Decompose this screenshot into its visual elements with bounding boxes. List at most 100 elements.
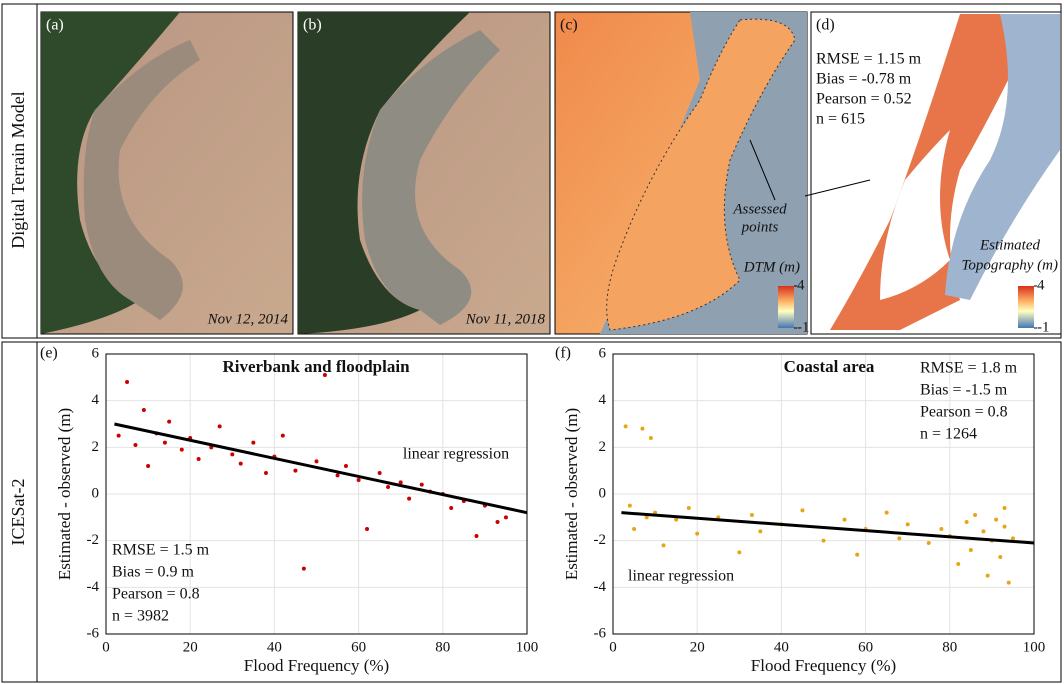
row-label: ICESat-2 [8,479,28,546]
point [994,517,999,522]
date: Nov 11, 2018 [465,311,546,327]
point [821,538,826,543]
leader [804,179,871,197]
point [644,515,649,520]
point [956,562,961,566]
panel-label: (f) [555,345,571,362]
point [365,527,370,531]
x-tick-label: 60 [351,639,366,655]
point [939,527,944,531]
colorbar-tick-label: -1 [1037,319,1050,335]
point [842,517,847,522]
stat: Bias = 0.9 m [112,564,194,581]
regression-line [114,422,528,515]
colorbar [1018,286,1034,328]
point [293,468,298,473]
x-tick-label: 20 [690,639,705,655]
point [855,552,860,557]
colorbar-title: Estimated [979,237,1040,253]
colorbar-title: DTM (m) [743,259,800,275]
point [623,424,628,429]
y-tick-label: 4 [599,392,607,408]
x-tick-label: 80 [435,639,450,655]
panel-c: (c) Assessed points DTM (m) [554,11,808,335]
chart-title: Coastal area [784,357,875,376]
point [116,433,121,438]
point [926,541,931,545]
x-tick-label: 40 [774,639,789,655]
frame [1,341,1062,683]
y-tick-label: 4 [92,392,100,408]
x-tick-label: 0 [609,639,617,655]
y-tick-label: 2 [599,439,607,455]
annotation: Assessed [732,201,787,217]
point [737,550,742,555]
colorbar-tick-label: -1 [797,319,810,335]
point [343,464,348,468]
point [141,408,146,412]
y-tick-label: -6 [87,625,100,641]
stat: RMSE = 1.15 m [816,51,922,68]
y-tick-label: -6 [594,625,607,641]
point [322,373,327,377]
stat: Pearson = 0.52 [816,91,912,108]
point [1002,506,1007,510]
point [749,513,754,517]
y-tick-label: 2 [92,439,100,455]
gap [880,130,950,300]
point [419,482,424,487]
x-axis-label: Flood Frequency (%) [751,656,896,675]
x-tick-label: 100 [516,639,539,655]
point [407,496,412,501]
point [133,443,138,447]
point [968,548,973,552]
x-axis-label: Flood Frequency (%) [244,656,389,675]
point [981,529,986,534]
mudflat [362,30,500,325]
point [648,436,653,440]
point [964,520,969,524]
point [1010,536,1015,541]
forest [41,12,180,334]
point [335,473,340,478]
point [314,459,319,464]
y-axis-label: Estimated - observed (m) [55,408,74,580]
row-label: Digital Terrain Model [8,91,28,248]
panel-b: (b) Nov 11, 2018 [297,11,551,335]
point [217,424,222,429]
y-tick-label: 6 [599,345,607,361]
point [146,464,151,468]
point [503,515,508,520]
y-tick-label: -2 [87,532,100,548]
point [897,536,902,541]
y-tick-label: -4 [594,579,607,595]
assessed-area [606,18,796,331]
point [238,461,243,466]
panel-label: (c) [560,17,578,34]
point [495,520,500,524]
topography [945,14,1060,300]
annotation: linear regression [403,446,509,463]
point [179,447,184,452]
axes-box [105,353,528,635]
point [449,506,454,510]
forest [298,12,470,334]
y-tick-label: 0 [92,485,100,501]
date: Nov 12, 2014 [207,311,289,327]
x-tick-label: 0 [102,639,110,655]
y-tick-label: 0 [599,485,607,501]
point [674,517,679,522]
chart-title: Riverbank and floodplain [222,357,410,376]
mudflat [83,40,200,320]
point [398,480,403,485]
point [1002,524,1007,529]
leader [749,139,776,201]
point [884,510,889,515]
point [973,513,978,517]
stat: Pearson = 0.8 [920,404,1008,421]
point [640,426,645,431]
point [474,534,479,538]
point [998,555,1003,559]
x-tick-label: 40 [267,639,282,655]
